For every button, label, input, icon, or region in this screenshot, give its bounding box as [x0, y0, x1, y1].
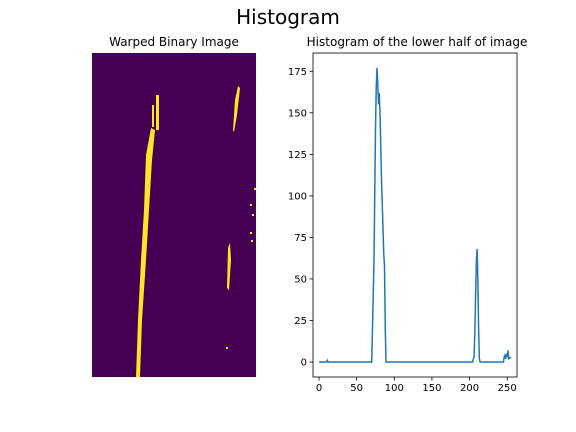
y-tick-label: 0	[301, 358, 307, 369]
lane-pixels	[136, 86, 256, 377]
histogram-panel-title: Histogram of the lower half of image	[307, 35, 528, 49]
y-tick-label: 100	[288, 191, 307, 202]
speck-1	[254, 188, 256, 190]
left-lane-pixels	[136, 128, 155, 377]
x-axis: 0 50 100 150 200 250	[316, 377, 517, 394]
y-tick-label: 150	[288, 108, 307, 119]
speck-4	[250, 232, 252, 234]
plot-frame	[312, 52, 518, 378]
binary-image	[92, 53, 256, 377]
right-lane-pixels-bottom	[227, 243, 231, 290]
y-axis: 0 25 50 75 100 125 150 175	[288, 67, 313, 369]
y-tick-label: 75	[294, 233, 307, 244]
image-background	[92, 53, 256, 377]
y-tick-label: 125	[288, 150, 307, 161]
x-tick-label: 100	[385, 383, 404, 394]
x-tick-label: 200	[460, 383, 479, 394]
speck-6	[226, 347, 228, 349]
speck-3	[252, 214, 254, 216]
right-lane-pixels-top	[233, 86, 240, 132]
y-tick-label: 25	[294, 316, 307, 327]
x-tick-label: 150	[422, 383, 441, 394]
y-tick-label: 50	[294, 274, 307, 285]
image-panel-title: Warped Binary Image	[109, 35, 239, 49]
left-lane-fragment-2	[152, 105, 154, 127]
left-lane-fragment-1	[156, 95, 159, 130]
y-tick-label: 175	[288, 67, 307, 78]
x-tick-label: 0	[316, 383, 322, 394]
x-tick-label: 50	[350, 383, 363, 394]
x-tick-label: 250	[498, 383, 517, 394]
figure-title: Histogram	[236, 5, 340, 29]
speck-2	[250, 204, 252, 206]
speck-5	[251, 240, 253, 242]
histogram-line	[319, 67, 512, 363]
